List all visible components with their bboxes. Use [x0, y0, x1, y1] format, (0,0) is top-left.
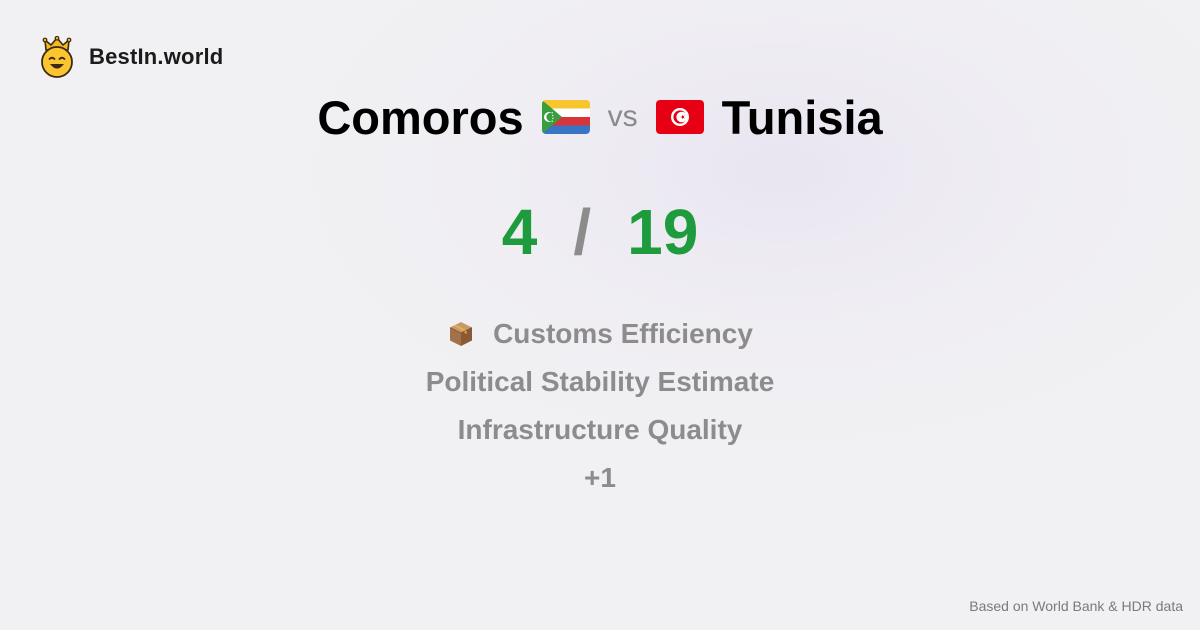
crown-smiley-icon — [41, 36, 73, 78]
category-item: Infrastructure Quality — [458, 406, 743, 454]
category-list: Customs Efficiency Political Stability E… — [0, 310, 1200, 502]
comparison-title: Comoros vs Tunisia — [0, 86, 1200, 148]
tunisia-flag-icon — [655, 100, 704, 134]
right-country-name: Tunisia — [721, 90, 883, 144]
category-label: Infrastructure Quality — [457, 414, 743, 445]
category-label: +1 — [584, 462, 616, 493]
brand-logo[interactable]: BestIn.world — [39, 36, 223, 78]
score: 4 / 19 — [0, 192, 1200, 272]
category-label: Political Stability Estimate — [425, 366, 775, 397]
category-item: Political Stability Estimate — [426, 358, 775, 406]
vs-label: vs — [607, 100, 638, 133]
score-separator: / — [573, 196, 592, 268]
package-icon — [449, 322, 473, 346]
data-source-note: Based on World Bank & HDR data — [969, 598, 1183, 614]
right-score: 19 — [627, 196, 699, 268]
left-score: 4 — [501, 196, 538, 268]
category-label: Customs Efficiency — [493, 318, 753, 349]
more-categories-count: +1 — [584, 454, 616, 502]
left-country-name: Comoros — [317, 90, 524, 144]
brand-name: BestIn.world — [89, 44, 224, 69]
comoros-flag-icon — [541, 100, 590, 134]
category-item: Customs Efficiency — [447, 310, 753, 358]
